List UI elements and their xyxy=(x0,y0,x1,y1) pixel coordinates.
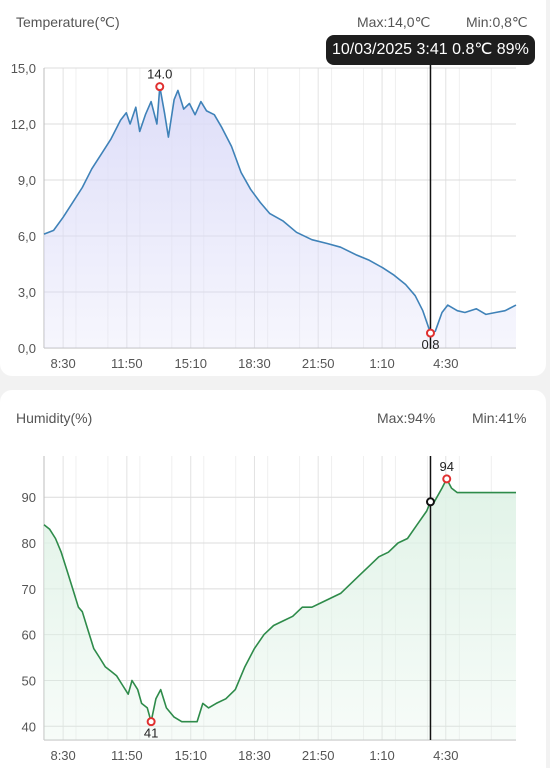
temperature-x-tick-label: 1:10 xyxy=(369,356,394,371)
humidity-max-value-label: 94 xyxy=(440,459,454,474)
temperature-y-tick-label: 12,0 xyxy=(11,117,36,132)
humidity-min-label: Min:41% xyxy=(472,410,527,426)
humidity-y-tick-label: 70 xyxy=(22,582,36,597)
temperature-card-header: Temperature(℃) Max:14,0℃ Min:0,8℃ xyxy=(0,0,546,40)
humidity-title: Humidity(%) xyxy=(16,410,93,426)
temperature-max-label: Max:14,0℃ xyxy=(357,14,431,30)
temperature-chart[interactable]: 8:30 11:50 15:10 18:30 21:50 1:10 4:30 0,0 3,0 6,… xyxy=(0,0,546,376)
humidity-cursor-marker xyxy=(425,497,435,507)
humidity-y-tick-label: 60 xyxy=(22,628,36,643)
cursor-tooltip: 10/03/2025 3:41 0.8℃ 89% xyxy=(326,35,535,65)
temperature-x-tick-label: 21:50 xyxy=(302,356,335,371)
temperature-y-tick-label: 15,0 xyxy=(11,61,36,76)
humidity-min-marker xyxy=(146,717,156,727)
temperature-y-tick-label: 9,0 xyxy=(18,173,36,188)
humidity-y-tick-label: 50 xyxy=(22,673,36,688)
temperature-y-tick-label: 3,0 xyxy=(18,285,36,300)
humidity-card: Humidity(%) Max:94% Min:41% 8:30 11:50 15:… xyxy=(0,390,546,768)
temperature-area xyxy=(44,86,516,348)
humidity-area xyxy=(44,478,516,740)
humidity-max-marker xyxy=(442,474,452,484)
temperature-y-tick-label: 6,0 xyxy=(18,229,36,244)
temperature-min-value-label: 0.8 xyxy=(421,337,439,352)
humidity-y-tick-label: 40 xyxy=(22,719,36,734)
temperature-x-tick-label: 4:30 xyxy=(433,356,458,371)
humidity-x-tick-label: 15:10 xyxy=(174,748,207,763)
humidity-x-tick-label: 4:30 xyxy=(433,748,458,763)
humidity-x-tick-label: 1:10 xyxy=(369,748,394,763)
temperature-min-marker xyxy=(425,328,435,338)
humidity-y-tick-label: 90 xyxy=(22,490,36,505)
humidity-card-header: Humidity(%) Max:94% Min:41% xyxy=(0,390,546,430)
humidity-y-tick-label: 80 xyxy=(22,536,36,551)
temperature-min-label: Min:0,8℃ xyxy=(466,14,528,30)
temperature-x-tick-label: 11:50 xyxy=(111,356,143,371)
humidity-chart[interactable]: 8:30 11:50 15:10 18:30 21:50 1:10 4:30 40 50 60 70… xyxy=(0,390,546,768)
temperature-x-tick-label: 15:10 xyxy=(174,356,207,371)
humidity-x-tick-label: 18:30 xyxy=(238,748,271,763)
temperature-y-tick-label: 0,0 xyxy=(18,341,36,356)
humidity-x-tick-label: 21:50 xyxy=(302,748,335,763)
temperature-title: Temperature(℃) xyxy=(16,14,120,30)
humidity-x-tick-label: 11:50 xyxy=(111,748,143,763)
humidity-max-label: Max:94% xyxy=(377,410,436,426)
temperature-max-marker xyxy=(155,82,165,92)
humidity-x-tick-label: 8:30 xyxy=(50,748,75,763)
temperature-card: Temperature(℃) Max:14,0℃ Min:0,8℃ 8:30 11… xyxy=(0,0,546,376)
temperature-max-value-label: 14.0 xyxy=(147,67,172,82)
temperature-x-tick-label: 18:30 xyxy=(238,356,271,371)
humidity-min-value-label: 41 xyxy=(144,726,158,741)
temperature-x-tick-label: 8:30 xyxy=(50,356,75,371)
